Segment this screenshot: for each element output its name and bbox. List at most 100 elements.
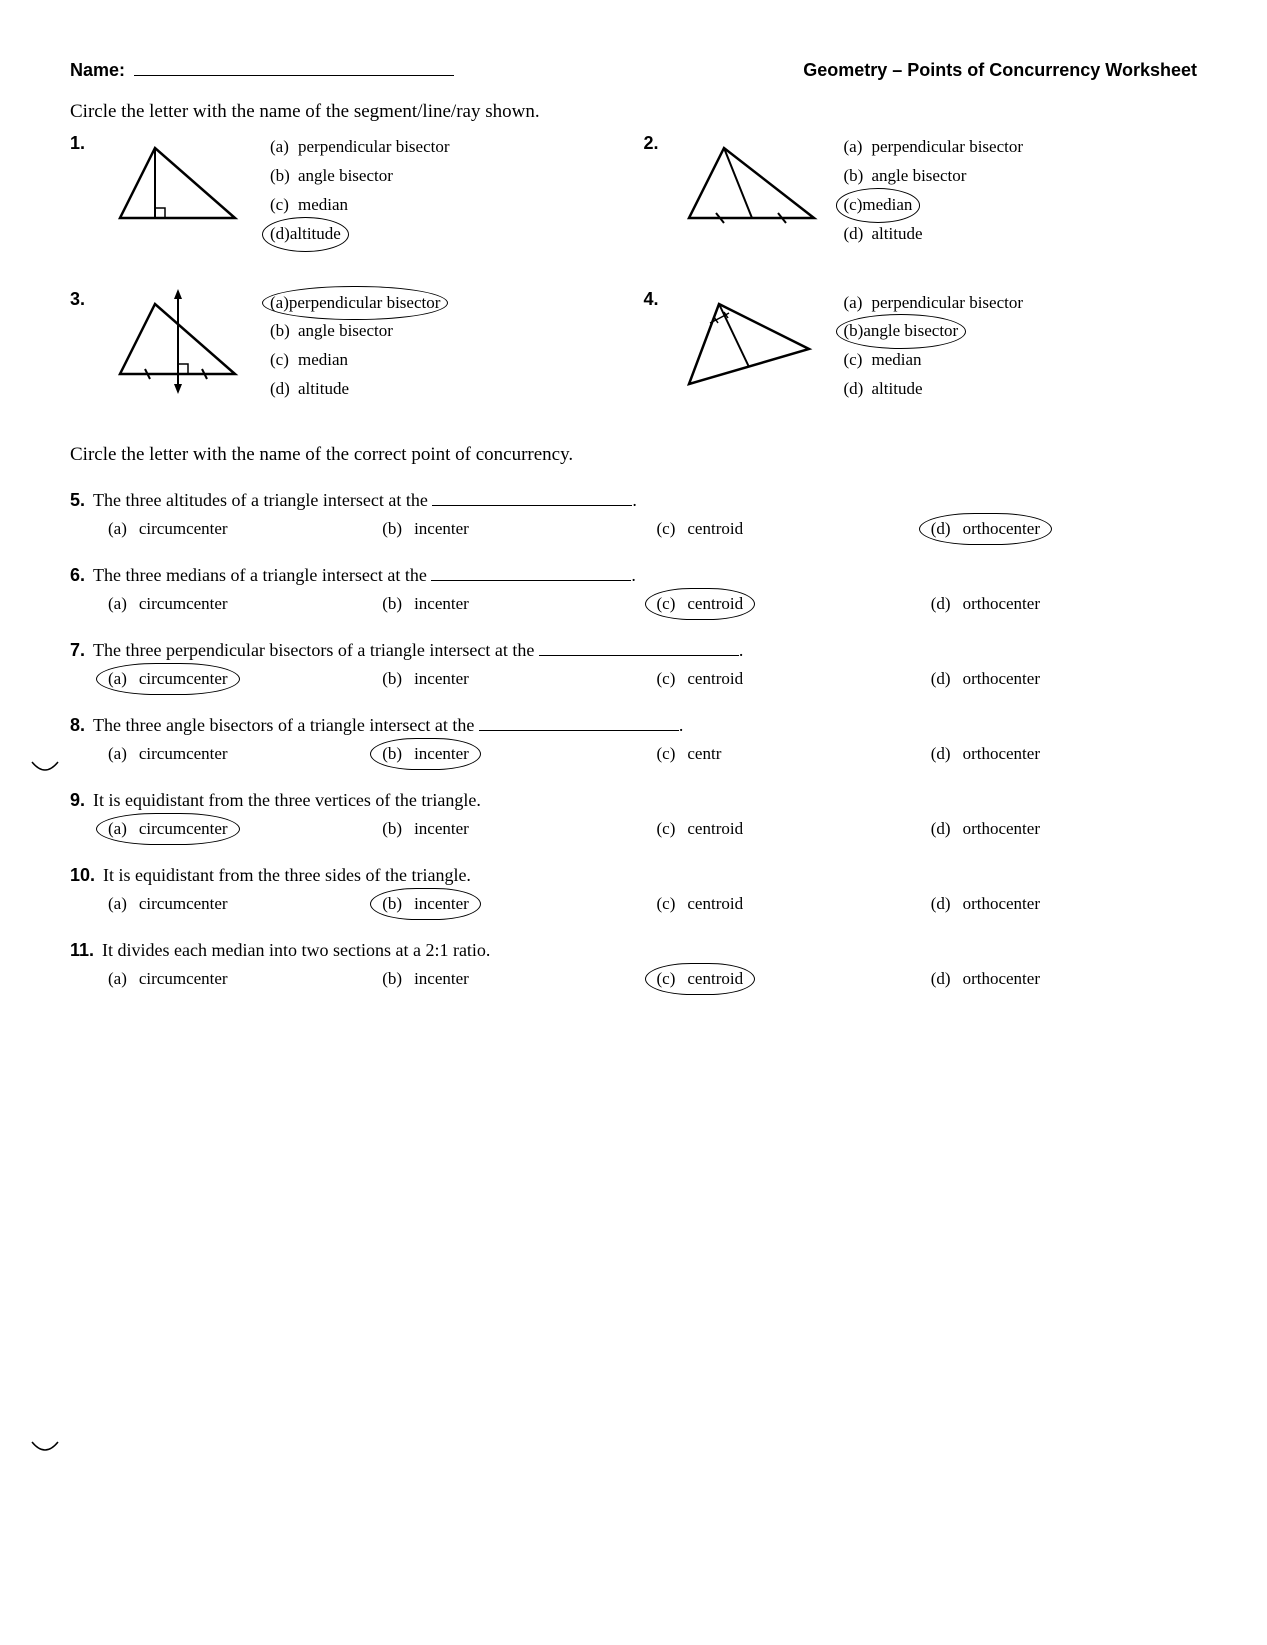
question-1: 1. (a)perpendicular bisector (b)angle bi…: [70, 133, 624, 249]
options-list-3: (a)perpendicular bisector (b)angle bisec…: [270, 289, 440, 405]
mc-question-text: 7. The three perpendicular bisectors of a…: [70, 640, 1197, 661]
question-number: 11.: [70, 940, 94, 960]
mc-question: 7. The three perpendicular bisectors of a…: [70, 640, 1197, 691]
option-letter: (a): [108, 894, 127, 914]
option-letter: (a): [108, 594, 127, 614]
mc-option-b: (b)incenter: [374, 967, 648, 991]
option-text: incenter: [414, 969, 469, 989]
option-text: incenter: [414, 594, 469, 614]
question-4: 4. (a)perpendicular bisector (b)angle bi…: [644, 289, 1198, 405]
hole-punch-icon: [30, 1440, 60, 1465]
name-field-container: Name:: [70, 60, 454, 81]
option-2a: (a)perpendicular bisector: [844, 133, 1024, 162]
question-prompt: It is equidistant from the three vertice…: [93, 790, 481, 810]
option-letter: (d): [844, 375, 872, 404]
option-text: perpendicular bisector: [872, 133, 1024, 162]
answer-blank-line: [539, 655, 739, 656]
option-1c: (c)median: [270, 191, 450, 220]
circled-answer: (a)circumcenter: [100, 667, 236, 691]
answer-option: (d)orthocenter: [923, 892, 1048, 916]
option-letter: (c): [270, 346, 298, 375]
option-1b: (b)angle bisector: [270, 162, 450, 191]
option-letter: (d): [931, 669, 951, 689]
answer-option: (a)circumcenter: [100, 517, 236, 541]
option-letter: (d): [270, 224, 290, 243]
question-number: 7.: [70, 640, 85, 660]
circled-answer: (d)orthocenter: [923, 517, 1048, 541]
mc-option-c: (c)centr: [649, 742, 923, 766]
mc-option-c: (c)centroid: [649, 517, 923, 541]
circled-option: (c)median: [844, 191, 913, 220]
question-number: 2.: [644, 133, 664, 154]
mc-options-row: (a)circumcenter(b)incenter(c)centroid(d)…: [100, 892, 1197, 916]
mc-question-text: 11.It divides each median into two secti…: [70, 940, 1197, 961]
option-letter: (d): [931, 969, 951, 989]
mc-option-c: (c)centroid: [649, 967, 923, 991]
mc-option-a: (a)circumcenter: [100, 967, 374, 991]
option-letter: (d): [931, 819, 951, 839]
option-letter: (b): [382, 744, 402, 764]
option-text: circumcenter: [139, 969, 228, 989]
mc-options-row: (a)circumcenter (b)incenter (c)centr (d)ort…: [100, 742, 1197, 766]
circled-answer: (c)centroid: [649, 967, 752, 991]
triangle-diagram-4: [674, 289, 824, 399]
question-number: 10.: [70, 865, 95, 885]
option-letter: (b): [270, 162, 298, 191]
option-text: orthocenter: [963, 669, 1040, 689]
mc-option-d: (d)orthocenter: [923, 742, 1197, 766]
answer-option: (d)orthocenter: [923, 967, 1048, 991]
answer-option: (b)incenter: [374, 967, 477, 991]
option-text: centr: [687, 744, 721, 764]
circled-answer: (c)centroid: [649, 592, 752, 616]
option-text: orthocenter: [963, 744, 1040, 764]
mc-option-a: (a) circumcenter: [100, 592, 374, 616]
option-text: circumcenter: [139, 519, 228, 539]
option-text: median: [298, 346, 348, 375]
option-letter: (d): [270, 375, 298, 404]
section-2: Circle the letter with the name of the c…: [70, 444, 1197, 991]
answer-option: (d) orthocenter: [923, 817, 1048, 841]
circled-option: (d)altitude: [270, 220, 341, 249]
circled-answer: (b)incenter: [374, 742, 477, 766]
option-text: median: [298, 191, 348, 220]
instruction-1: Circle the letter with the name of the s…: [70, 101, 1197, 123]
mc-option-d: (d) orthocenter: [923, 667, 1197, 691]
question-prompt: The three perpendicular bisectors of a t…: [93, 640, 539, 660]
answer-option: (a)circumcenter: [100, 742, 236, 766]
question-prompt: The three altitudes of a triangle inters…: [93, 490, 432, 510]
answer-option: (b)incenter: [374, 817, 477, 841]
option-text: perpendicular bisector: [298, 133, 450, 162]
option-4c: (c)median: [844, 346, 1024, 375]
option-letter: (a): [108, 819, 127, 839]
mc-container: 5.The three altitudes of a triangle inte…: [70, 490, 1197, 991]
option-1d: (d)altitude: [270, 220, 450, 249]
option-text: orthocenter: [963, 819, 1040, 839]
mc-question: 6.The three medians of a triangle inters…: [70, 565, 1197, 616]
question-2: 2. (a)perpendicular bisector (b)angle bi…: [644, 133, 1198, 249]
options-list-1: (a)perpendicular bisector (b)angle bisec…: [270, 133, 450, 249]
mc-options-row: (a)circumcenter(b)incenter(c)centroid(d)…: [100, 667, 1197, 691]
option-letter: (a): [844, 133, 872, 162]
answer-option: (a)circumcenter: [100, 892, 236, 916]
answer-option: (c)centr: [649, 742, 730, 766]
name-label: Name:: [70, 60, 125, 80]
name-blank-line: [134, 75, 454, 76]
triangle-diagram-1: [100, 133, 250, 243]
question-3: 3. (a)perpendicular bisector (b)angle bi…: [70, 289, 624, 405]
option-text: circumcenter: [139, 594, 228, 614]
option-2c: (c)median: [844, 191, 1024, 220]
option-text: angle bisector: [298, 317, 393, 346]
answer-option: (d) orthocenter: [923, 667, 1048, 691]
answer-option: (a) circumcenter: [100, 592, 236, 616]
option-letter: (c): [657, 819, 676, 839]
question-number: 1.: [70, 133, 90, 154]
question-number: 9.: [70, 790, 85, 810]
option-letter: (b): [270, 317, 298, 346]
option-letter: (d): [931, 894, 951, 914]
option-text: perpendicular bisector: [289, 293, 441, 312]
mc-option-d: (d)orthocenter: [923, 592, 1197, 616]
option-text: median: [872, 346, 922, 375]
option-text: circumcenter: [139, 669, 228, 689]
header-row: Name: Geometry – Points of Concurrency W…: [70, 60, 1197, 81]
option-letter: (b): [382, 819, 402, 839]
